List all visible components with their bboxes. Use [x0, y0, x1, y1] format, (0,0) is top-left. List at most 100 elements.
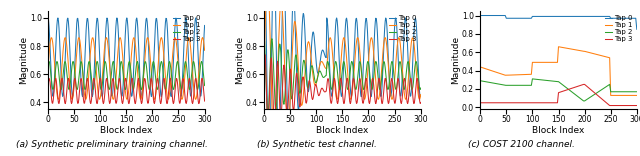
Tap 2 — [623, 91, 630, 93]
Line: Tap 0: Tap 0 — [480, 15, 637, 29]
Tap 2 — [580, 100, 588, 102]
Tap 1 — [584, 51, 591, 53]
Line: Tap 0: Tap 0 — [48, 18, 205, 97]
Tap 1 — [555, 46, 563, 48]
X-axis label: Block Index: Block Index — [532, 126, 585, 135]
Tap 0 — [384, 44, 392, 46]
Tap 2 — [529, 78, 536, 80]
Tap 2 — [329, 82, 337, 84]
Tap 3 — [260, 54, 268, 56]
Tap 3 — [609, 105, 617, 106]
Tap 0 — [157, 96, 165, 98]
Tap 3 — [128, 77, 136, 79]
Tap 3 — [324, 78, 332, 80]
Tap 2 — [368, 88, 376, 90]
Tap 3 — [623, 105, 630, 106]
Tap 1 — [198, 37, 206, 39]
Line: Tap 1: Tap 1 — [264, 0, 420, 146]
X-axis label: Block Index: Block Index — [316, 126, 369, 135]
Tap 1 — [368, 39, 376, 40]
Tap 1 — [540, 61, 547, 63]
Tap 2 — [417, 87, 424, 89]
Tap 3 — [385, 102, 392, 104]
Tap 1 — [417, 94, 424, 95]
Tap 3 — [633, 105, 640, 106]
Tap 1 — [271, 145, 278, 146]
Tap 3 — [580, 83, 588, 85]
Tap 2 — [260, 34, 268, 35]
Tap 3 — [368, 78, 376, 80]
Tap 3 — [190, 89, 198, 91]
Line: Tap 3: Tap 3 — [48, 78, 205, 104]
Tap 3 — [201, 100, 209, 102]
Tap 3 — [540, 102, 547, 104]
Tap 3 — [606, 105, 614, 106]
Text: (a) Synthetic preliminary training channel.: (a) Synthetic preliminary training chann… — [16, 140, 208, 149]
Tap 1 — [394, 45, 401, 47]
Tap 2 — [406, 71, 413, 73]
Line: Tap 1: Tap 1 — [48, 38, 205, 99]
Tap 1 — [324, 47, 332, 49]
Tap 2 — [264, 114, 271, 116]
Tap 0 — [151, 30, 159, 32]
Tap 1 — [609, 95, 617, 96]
X-axis label: Block Index: Block Index — [100, 126, 152, 135]
Tap 2 — [545, 80, 553, 82]
Tap 0 — [476, 15, 484, 16]
Tap 2 — [177, 88, 185, 90]
Tap 1 — [113, 64, 121, 66]
Tap 2 — [152, 82, 160, 83]
Text: (b) Synthetic test channel.: (b) Synthetic test channel. — [257, 140, 377, 149]
Tap 3 — [61, 103, 69, 105]
Line: Tap 2: Tap 2 — [480, 79, 637, 101]
Tap 3 — [394, 81, 401, 83]
Tap 2 — [109, 61, 117, 62]
Tap 2 — [190, 62, 198, 64]
Tap 1 — [260, 68, 268, 69]
Tap 3 — [330, 82, 337, 84]
Tap 1 — [623, 95, 630, 96]
Tap 1 — [385, 64, 392, 66]
Tap 1 — [600, 55, 608, 57]
Tap 0 — [329, 82, 337, 84]
Tap 0 — [368, 93, 376, 95]
Legend: Tap 0, Tap 1, Tap 2, Tap 3: Tap 0, Tap 1, Tap 2, Tap 3 — [604, 14, 634, 43]
Tap 1 — [330, 66, 337, 68]
Tap 2 — [384, 88, 392, 90]
Tap 0 — [621, 17, 629, 19]
Tap 2 — [600, 87, 608, 89]
Tap 3 — [177, 93, 185, 95]
Tap 2 — [609, 91, 617, 93]
Tap 3 — [44, 86, 52, 88]
Tap 0 — [113, 20, 120, 21]
Tap 3 — [152, 88, 160, 90]
Tap 2 — [633, 91, 640, 93]
Tap 0 — [417, 94, 424, 96]
Y-axis label: Magnitude: Magnitude — [451, 36, 460, 84]
Tap 2 — [168, 83, 176, 85]
Line: Tap 2: Tap 2 — [48, 61, 205, 90]
Tap 0 — [44, 17, 52, 19]
Tap 2 — [201, 85, 209, 87]
Text: (c) COST 2100 channel.: (c) COST 2100 channel. — [468, 140, 575, 149]
Tap 2 — [324, 61, 332, 62]
Tap 0 — [108, 90, 115, 92]
Tap 2 — [57, 89, 65, 90]
Tap 3 — [417, 102, 424, 104]
Tap 3 — [264, 125, 272, 127]
Tap 2 — [113, 88, 121, 90]
Line: Tap 3: Tap 3 — [480, 84, 637, 105]
Line: Tap 2: Tap 2 — [264, 34, 420, 115]
Tap 1 — [168, 66, 175, 68]
Tap 3 — [113, 99, 121, 101]
Tap 1 — [545, 61, 552, 63]
Y-axis label: Magnitude: Magnitude — [236, 36, 244, 84]
Line: Tap 3: Tap 3 — [264, 55, 420, 126]
Tap 1 — [108, 85, 115, 87]
Tap 3 — [260, 63, 268, 65]
Tap 3 — [584, 86, 591, 88]
Tap 0 — [168, 93, 175, 95]
Tap 0 — [393, 25, 401, 27]
Y-axis label: Magnitude: Magnitude — [19, 36, 28, 84]
Legend: Tap 0, Tap 1, Tap 2, Tap 3: Tap 0, Tap 1, Tap 2, Tap 3 — [172, 14, 201, 43]
